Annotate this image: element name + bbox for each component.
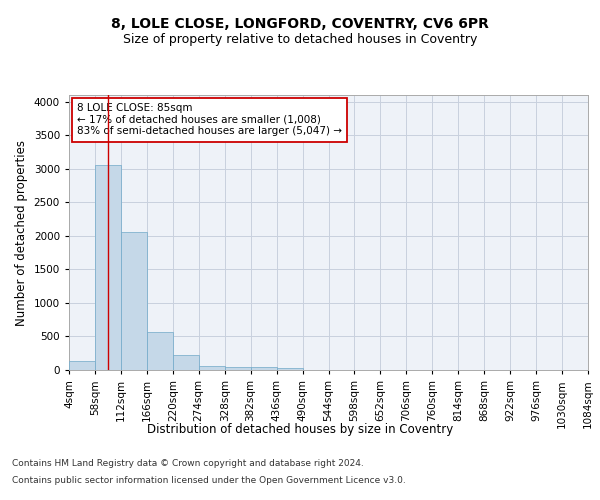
Bar	[95, 165, 121, 370]
Bar	[225, 367, 251, 370]
Text: Size of property relative to detached houses in Coventry: Size of property relative to detached ho…	[123, 32, 477, 46]
Y-axis label: Number of detached properties: Number of detached properties	[15, 140, 28, 326]
Bar	[173, 354, 199, 370]
Bar	[147, 332, 173, 370]
Text: Contains public sector information licensed under the Open Government Licence v3: Contains public sector information licen…	[12, 476, 406, 485]
Text: Contains HM Land Registry data © Crown copyright and database right 2024.: Contains HM Land Registry data © Crown c…	[12, 458, 364, 468]
Bar	[69, 360, 95, 370]
Bar	[277, 368, 302, 370]
Text: Distribution of detached houses by size in Coventry: Distribution of detached houses by size …	[147, 422, 453, 436]
Bar	[121, 232, 147, 370]
Text: 8 LOLE CLOSE: 85sqm
← 17% of detached houses are smaller (1,008)
83% of semi-det: 8 LOLE CLOSE: 85sqm ← 17% of detached ho…	[77, 104, 342, 136]
Text: 8, LOLE CLOSE, LONGFORD, COVENTRY, CV6 6PR: 8, LOLE CLOSE, LONGFORD, COVENTRY, CV6 6…	[111, 18, 489, 32]
Bar	[199, 366, 224, 370]
Bar	[251, 367, 277, 370]
